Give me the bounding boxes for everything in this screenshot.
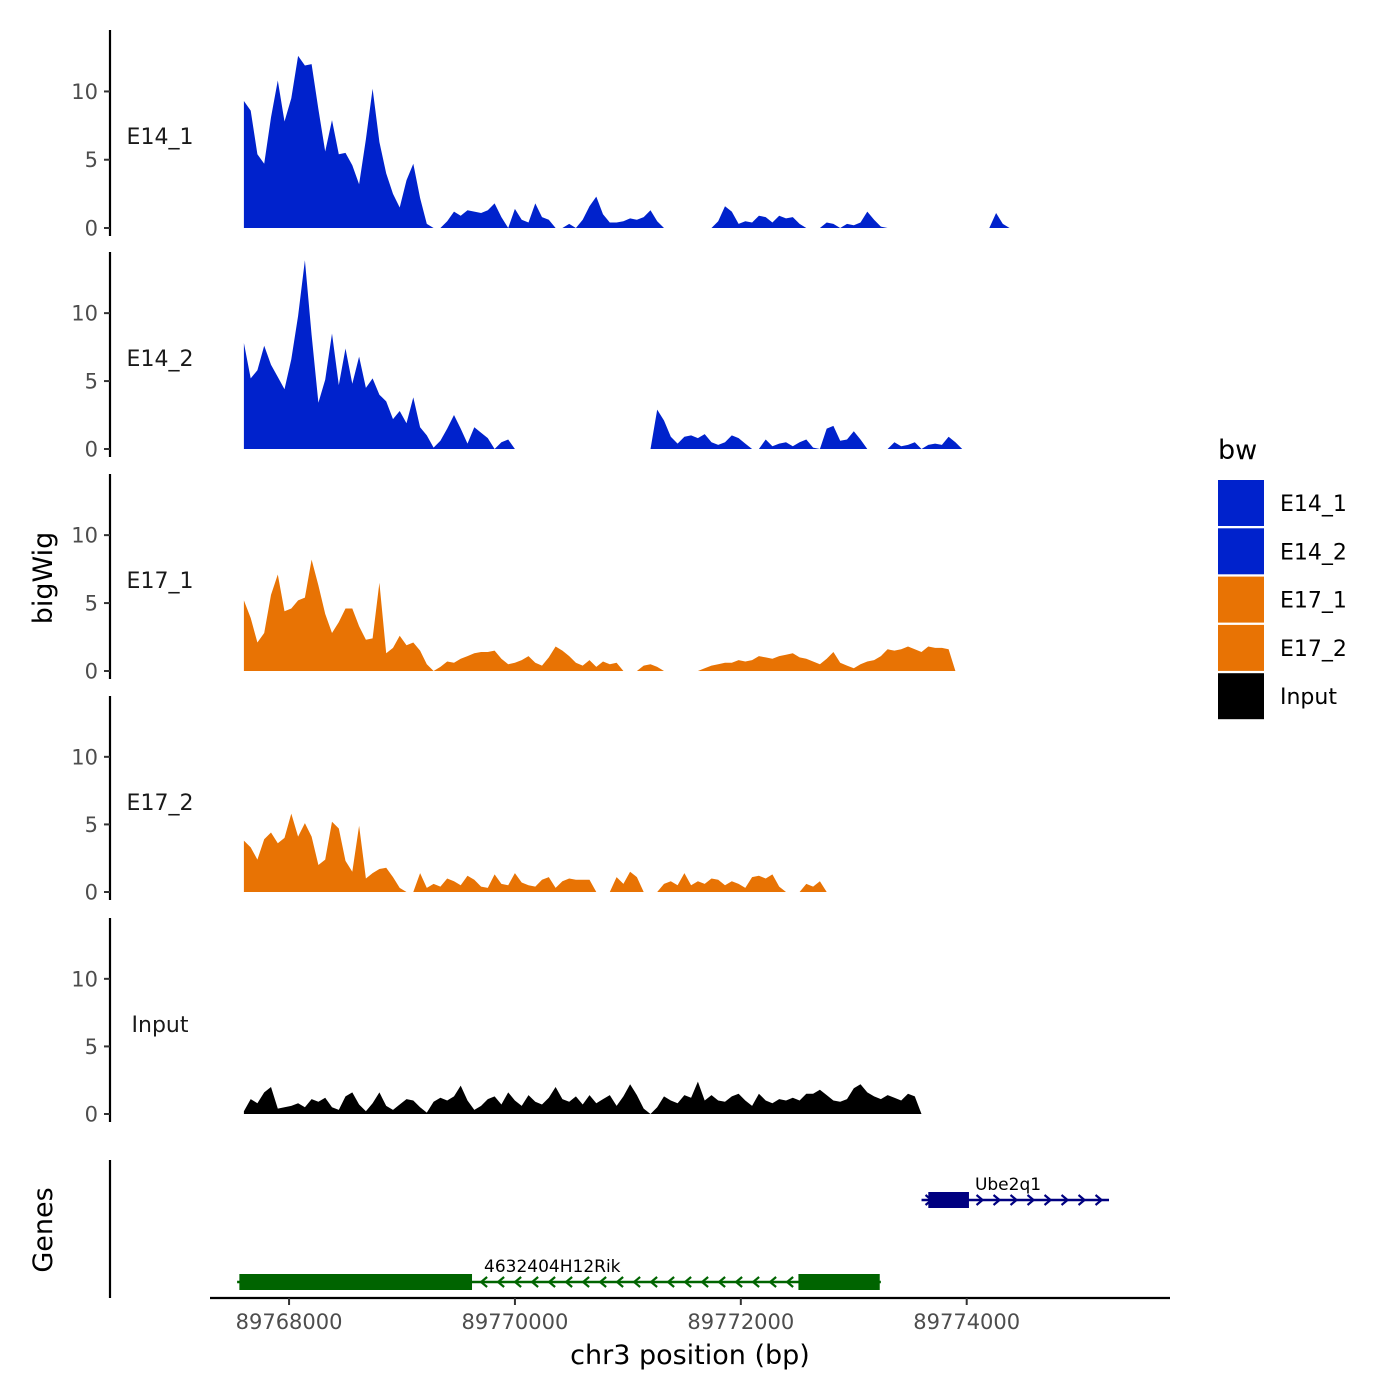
strand-arrow [1026, 1194, 1036, 1206]
signal-area-e17_2 [243, 813, 1112, 892]
strand-arrow [975, 1194, 985, 1206]
legend: bw E14_1 E14_2 E17_1 E17_2 Input [1218, 435, 1347, 720]
gene-label: Ube2q1 [975, 1175, 1041, 1195]
gene-label: 4632404H12Rik [484, 1257, 621, 1277]
strand-arrow [700, 1276, 709, 1288]
strand-arrow [598, 1276, 607, 1288]
track-e14_2: 0 5 10 E14_2 [71, 252, 1112, 462]
strand-arrow [1077, 1194, 1087, 1206]
strand-arrow [1060, 1194, 1070, 1206]
y-tick-label: 10 [71, 524, 98, 548]
x-tick-label: 89768000 [236, 1310, 343, 1334]
gene-4632404h12rik: 4632404H12Rik [237, 1257, 881, 1290]
y-tick-label: 5 [85, 813, 98, 837]
gene-exon [928, 1192, 969, 1208]
legend-swatch [1218, 576, 1264, 623]
strand-arrow [1043, 1194, 1053, 1206]
track-label: E14_1 [127, 125, 194, 150]
track-e17_2: 0 5 10 E17_2 [71, 696, 1112, 905]
legend-swatch [1218, 673, 1264, 720]
signal-area-input [243, 1081, 1112, 1114]
strand-arrow [1009, 1194, 1019, 1206]
legend-label: E14_1 [1280, 492, 1347, 517]
track-label: E14_2 [127, 347, 194, 372]
strand-arrow [734, 1276, 743, 1288]
gene-ube2q1: Ube2q1 [921, 1175, 1110, 1208]
y-axis-title: bigWig [28, 532, 59, 625]
y-tick-label: 5 [85, 1035, 98, 1059]
legend-label: E17_1 [1280, 589, 1347, 614]
signal-area-e17_1 [243, 559, 1112, 671]
y-tick-label: 5 [85, 370, 98, 394]
strand-arrow [530, 1276, 539, 1288]
y-tick-label: 0 [85, 438, 98, 462]
strand-arrow [768, 1276, 777, 1288]
strand-arrow [615, 1276, 624, 1288]
track-label: E17_1 [127, 569, 194, 594]
y-tick-label: 0 [85, 1103, 98, 1127]
bigwig-tracks: 0 5 10 E14_1 0 5 10 E14_2 0 5 10 E17_1 0 5 10 E17_2 0 5 10… [71, 30, 1112, 1127]
y-tick-label: 10 [71, 302, 98, 326]
gene-track: Ube2q1 4632404H12Rik [108, 1160, 1110, 1298]
y-tick-label: 5 [85, 592, 98, 616]
legend-label: Input [1280, 685, 1337, 710]
legend-swatch [1218, 528, 1264, 575]
strand-arrow [547, 1276, 556, 1288]
strand-arrow [1094, 1194, 1104, 1206]
y-tick-label: 0 [85, 660, 98, 684]
track-e14_1: 0 5 10 E14_1 [71, 30, 1112, 241]
strand-arrow [496, 1276, 505, 1288]
strand-arrow [751, 1276, 760, 1288]
strand-arrow [666, 1276, 675, 1288]
y-tick-label: 10 [71, 967, 98, 991]
legend-label: E14_2 [1280, 540, 1347, 565]
y-tick-label: 10 [71, 80, 98, 104]
x-tick-label: 89770000 [461, 1310, 568, 1334]
x-tick-label: 89772000 [687, 1310, 794, 1334]
genes-axis-title: Genes [28, 1187, 59, 1272]
track-input: 0 5 10 Input [71, 918, 1112, 1127]
track-label: Input [132, 1013, 189, 1038]
gene-exon [239, 1274, 473, 1290]
signal-area-e14_2 [243, 260, 1112, 449]
y-tick-label: 10 [71, 745, 98, 769]
legend-title: bw [1218, 435, 1257, 466]
track-label: E17_2 [127, 791, 194, 816]
strand-arrow [649, 1276, 658, 1288]
gene-exon [798, 1274, 880, 1290]
y-tick-label: 5 [85, 148, 98, 172]
strand-arrow [717, 1276, 726, 1288]
strand-arrow [632, 1276, 641, 1288]
strand-arrow [564, 1276, 573, 1288]
strand-arrow [513, 1276, 522, 1288]
strand-arrow [683, 1276, 692, 1288]
legend-label: E17_2 [1280, 637, 1347, 662]
legend-swatch [1218, 480, 1264, 526]
y-tick-label: 0 [85, 217, 98, 241]
x-tick-label: 89774000 [913, 1310, 1020, 1334]
y-tick-label: 0 [85, 881, 98, 905]
x-axis-title: chr3 position (bp) [570, 1340, 810, 1371]
strand-arrow [785, 1276, 794, 1288]
strand-arrow [479, 1276, 488, 1288]
track-e17_1: 0 5 10 E17_1 [71, 474, 1112, 684]
x-axis: 89768000 89770000 89772000 89774000 [210, 1296, 1170, 1334]
strand-arrow [581, 1276, 590, 1288]
strand-arrow [992, 1194, 1002, 1206]
signal-area-e14_1 [243, 55, 1112, 229]
legend-swatch [1218, 624, 1264, 671]
